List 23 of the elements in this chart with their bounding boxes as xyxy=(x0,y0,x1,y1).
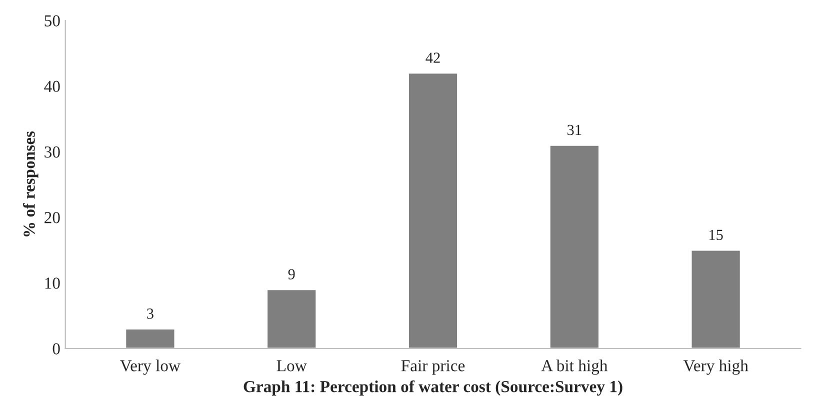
y-tick-label: 0 xyxy=(52,343,60,354)
y-tick-label: 40 xyxy=(44,80,60,92)
y-axis-title: % of responses xyxy=(22,131,38,236)
data-label: 31 xyxy=(568,124,582,136)
bar xyxy=(690,249,742,348)
bar xyxy=(548,144,600,348)
bar xyxy=(408,72,458,348)
data-label: 15 xyxy=(710,230,723,240)
x-tick-label: Very high xyxy=(683,360,748,375)
x-tick-label: Very low xyxy=(120,360,180,375)
data-label: 3 xyxy=(147,308,154,319)
x-tick-label: Fair price xyxy=(401,360,465,375)
y-tick-label: 10 xyxy=(45,278,60,289)
bar xyxy=(124,328,176,348)
bar xyxy=(266,288,318,348)
x-tick-label: Low xyxy=(276,360,307,372)
data-label: 42 xyxy=(426,52,440,63)
data-label: 9 xyxy=(288,269,295,280)
y-tick-label: 30 xyxy=(44,146,60,158)
x-tick-label: A bit high xyxy=(541,360,608,375)
x-axis-title: Graph 11: Perception of water cost (Source:Survey 1) xyxy=(244,380,622,396)
y-tick-label: 50 xyxy=(44,15,60,26)
y-tick-label: 20 xyxy=(44,212,60,224)
